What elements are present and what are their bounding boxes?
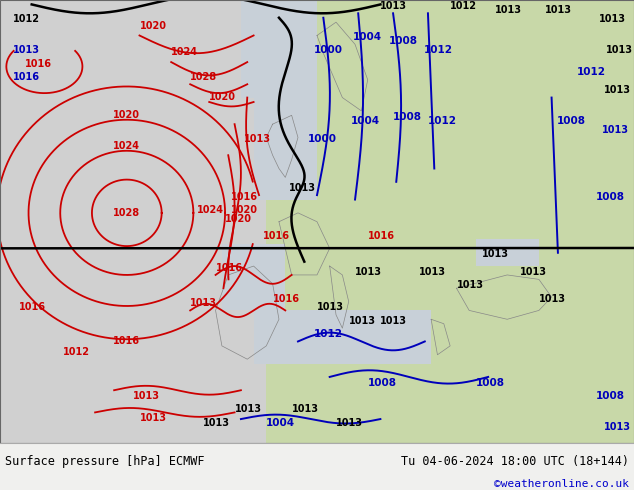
Text: 1008: 1008: [476, 378, 505, 388]
Text: 1016: 1016: [273, 294, 300, 303]
Text: Surface pressure [hPa] ECMWF: Surface pressure [hPa] ECMWF: [5, 455, 205, 467]
Text: 1013: 1013: [244, 134, 271, 144]
Text: 1020: 1020: [113, 109, 140, 120]
Text: 1012: 1012: [63, 347, 91, 357]
Text: 1013: 1013: [602, 125, 630, 135]
Text: 1016: 1016: [19, 302, 46, 313]
Text: 1016: 1016: [13, 72, 40, 82]
Text: 1013: 1013: [605, 45, 633, 55]
Text: 1012: 1012: [13, 14, 40, 24]
Text: 1020: 1020: [139, 21, 167, 31]
FancyBboxPatch shape: [254, 311, 431, 364]
Text: 1004: 1004: [351, 116, 380, 126]
Text: 1013: 1013: [539, 294, 566, 303]
Text: 1013: 1013: [133, 391, 160, 401]
Text: 1013: 1013: [235, 404, 262, 415]
Text: 1012: 1012: [314, 329, 343, 339]
Text: 1013: 1013: [203, 417, 230, 428]
Text: Tu 04-06-2024 18:00 UTC (18+144): Tu 04-06-2024 18:00 UTC (18+144): [401, 455, 629, 467]
Text: 1013: 1013: [336, 417, 363, 428]
Text: 1004: 1004: [353, 32, 382, 42]
Text: ©weatheronline.co.uk: ©weatheronline.co.uk: [494, 479, 629, 490]
Text: 1016: 1016: [263, 231, 290, 242]
Text: 1020: 1020: [231, 205, 259, 215]
Text: 1024: 1024: [113, 141, 140, 150]
Text: 1013: 1013: [317, 302, 344, 313]
Text: 1013: 1013: [288, 183, 316, 193]
Text: 1012: 1012: [424, 45, 453, 55]
Text: 1013: 1013: [482, 249, 509, 259]
Text: 1028: 1028: [113, 208, 140, 218]
Text: 1024: 1024: [171, 48, 198, 57]
Bar: [0, 0, 266, 443]
Text: 1013: 1013: [139, 413, 167, 423]
Text: 1013: 1013: [380, 1, 408, 11]
Text: 1028: 1028: [190, 72, 217, 82]
FancyBboxPatch shape: [476, 240, 539, 266]
Text: 1013: 1013: [190, 298, 217, 308]
Text: 1013: 1013: [380, 316, 408, 326]
FancyBboxPatch shape: [241, 0, 317, 98]
Text: 1008: 1008: [596, 391, 625, 401]
Text: 1016: 1016: [113, 336, 140, 345]
Text: 1008: 1008: [389, 36, 418, 47]
Text: 1020: 1020: [209, 92, 236, 102]
Text: 1016: 1016: [231, 192, 259, 201]
Text: 1012: 1012: [428, 116, 457, 126]
Text: 1013: 1013: [495, 5, 522, 15]
Text: 1008: 1008: [368, 378, 397, 388]
Text: 1013: 1013: [604, 85, 631, 95]
Text: 1008: 1008: [393, 112, 422, 122]
Text: 1016: 1016: [368, 231, 395, 242]
Text: 1020: 1020: [225, 214, 252, 224]
Text: 1016: 1016: [216, 263, 243, 272]
Text: 1013: 1013: [520, 267, 547, 277]
FancyBboxPatch shape: [254, 98, 317, 199]
Text: 1013: 1013: [292, 404, 319, 415]
Text: 1012: 1012: [450, 1, 477, 11]
Text: 1013: 1013: [604, 422, 631, 432]
Text: 1013: 1013: [456, 280, 484, 290]
Text: 1013: 1013: [599, 14, 626, 24]
Text: 1016: 1016: [25, 58, 53, 69]
Text: 1013: 1013: [545, 5, 573, 15]
Text: 1013: 1013: [418, 267, 446, 277]
Text: 1008: 1008: [557, 116, 586, 126]
FancyBboxPatch shape: [222, 244, 285, 311]
Text: 1013: 1013: [349, 316, 376, 326]
Text: 1013: 1013: [13, 45, 40, 55]
Text: 1012: 1012: [577, 68, 606, 77]
Text: 1000: 1000: [314, 45, 343, 55]
Text: 1013: 1013: [355, 267, 382, 277]
Text: 1024: 1024: [197, 205, 224, 215]
Text: 1000: 1000: [307, 134, 337, 144]
Text: 1004: 1004: [266, 417, 295, 428]
Text: 1008: 1008: [596, 192, 625, 201]
